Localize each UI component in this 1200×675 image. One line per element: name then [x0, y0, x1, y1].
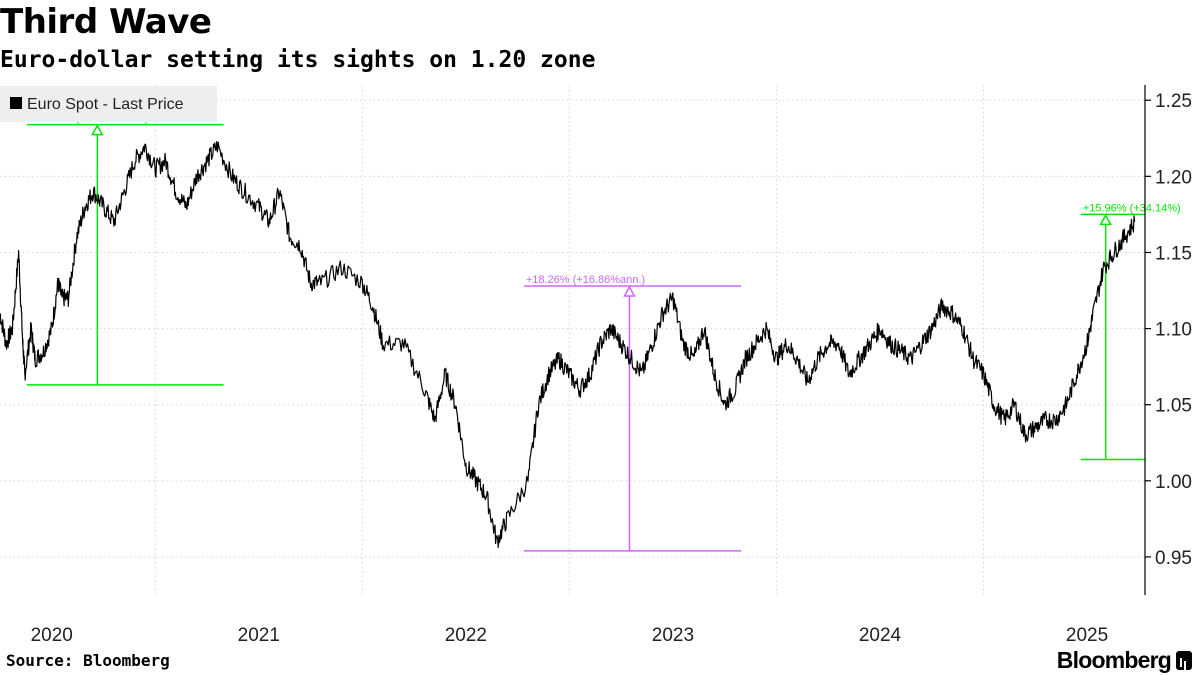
- annotation-purple: +18.26% (+16.86%ann.): [523, 274, 742, 552]
- x-tick-label: 2025: [1066, 625, 1108, 646]
- axes: 0.95 1.00 1.05 1.10 1.15 1.20 1.25 2020 2021 2022…: [31, 85, 1192, 646]
- annotation-green: +16.08% (+14.62%ann.): [26, 113, 224, 386]
- annotation-label: +15.96% (+34.14%): [1083, 202, 1181, 214]
- annotation-arrow-head: [91, 124, 104, 136]
- chart-subtitle: Euro-dollar setting its sights on 1.20 z…: [0, 47, 596, 73]
- x-tick-label: 2024: [859, 625, 902, 646]
- legend-label: Euro Spot - Last Price: [27, 96, 184, 113]
- series-layer: [0, 140, 1136, 549]
- brand-logo: Bloomberg: [1057, 646, 1192, 674]
- y-tick-label: 1.15: [1155, 243, 1192, 264]
- legend-background: [0, 86, 217, 122]
- annotation-arrow-head: [623, 285, 636, 297]
- series-line-euro-spot: [0, 140, 1136, 549]
- chart-title: Third Wave: [0, 2, 212, 42]
- legend: Euro Spot - Last Price: [0, 86, 217, 122]
- x-tick-label: 2022: [445, 625, 487, 646]
- y-tick-label: 0.95: [1155, 548, 1192, 569]
- y-tick-label: 1.05: [1155, 396, 1192, 417]
- legend-swatch: [10, 97, 22, 109]
- annotation-arrow-head: [1099, 213, 1112, 226]
- x-tick-label: 2020: [31, 625, 73, 646]
- source-note: Source: Bloomberg: [6, 651, 170, 670]
- brand-wordmark: Bloomberg: [1056, 647, 1172, 673]
- y-tick-label: 1.00: [1155, 472, 1192, 493]
- bloomberg-chart-icon: [1176, 650, 1192, 670]
- y-tick-label: 1.25: [1155, 91, 1192, 112]
- x-tick-label: 2021: [238, 625, 280, 646]
- annotation-label: +18.26% (+16.86%ann.): [526, 274, 645, 286]
- annotation-green: +15.96% (+34.14%): [1080, 202, 1181, 461]
- y-tick-label: 1.20: [1155, 167, 1192, 188]
- x-tick-label: 2023: [652, 625, 694, 646]
- y-tick-label: 1.10: [1155, 320, 1192, 341]
- grid-lines: [0, 85, 1145, 595]
